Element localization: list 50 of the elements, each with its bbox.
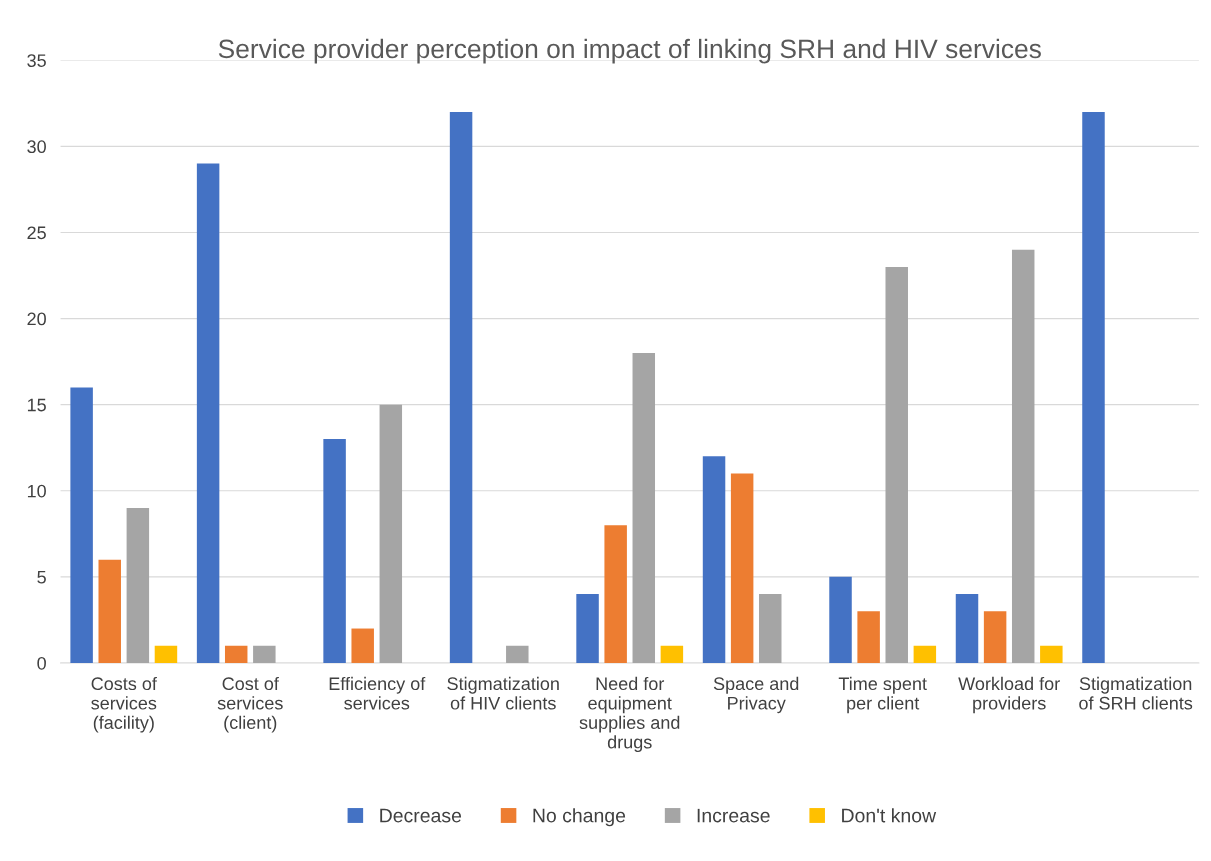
x-tick-label: Stigmatization of SRH clients — [1079, 676, 1193, 710]
x-tick-label: Workload for providers — [958, 676, 1060, 714]
bar — [660, 645, 684, 663]
x-tick-label: Space and Privacy — [713, 676, 799, 714]
x-tick-label: Time spent per client — [838, 676, 927, 714]
bar — [576, 594, 599, 663]
bar — [885, 266, 908, 663]
bar — [323, 439, 346, 663]
x-tick-label: Need for equipment supplies and drugs — [579, 676, 680, 753]
bar — [829, 576, 852, 663]
bar — [1040, 645, 1063, 663]
x-tick-label: Cost of services (client) — [217, 676, 283, 733]
legend-label: Don't know — [842, 808, 937, 823]
bar — [857, 611, 880, 663]
bar — [955, 594, 979, 663]
bar — [253, 645, 276, 663]
y-tick-label: 15 — [27, 398, 46, 412]
bar — [126, 507, 150, 663]
y-tick-label: 35 — [27, 54, 46, 67]
bar — [1082, 111, 1105, 663]
bar — [913, 645, 937, 663]
bar — [154, 645, 178, 663]
bar — [449, 111, 473, 663]
legend-label: Increase — [697, 808, 770, 823]
y-tick-label: 20 — [27, 312, 46, 326]
bar — [702, 456, 726, 663]
bar — [730, 473, 754, 663]
legend-label: Decrease — [380, 808, 462, 823]
bar — [379, 404, 403, 663]
bar — [759, 594, 782, 663]
chart-title: Service provider perception on impact of linking SRH and HIV services — [218, 38, 1041, 64]
bar — [351, 628, 374, 663]
y-tick-label: 30 — [27, 140, 46, 154]
x-tick-label: Efficiency of services — [329, 676, 426, 710]
x-tick-label: Stigmatization of HIV clients — [447, 676, 559, 710]
bar — [70, 387, 93, 663]
bar — [632, 353, 656, 663]
bar — [1011, 249, 1035, 663]
y-tick-label: 25 — [27, 226, 46, 240]
bar — [506, 645, 529, 663]
y-tick-label: 5 — [37, 570, 46, 584]
bar — [224, 645, 248, 663]
bar — [196, 163, 220, 663]
x-tick-label: Costs of services (facility) — [91, 676, 157, 733]
legend-label: No change — [533, 808, 626, 827]
y-tick-label: 0 — [37, 656, 46, 670]
bar — [604, 525, 627, 663]
bar — [983, 611, 1007, 663]
bar — [98, 559, 121, 663]
y-tick-label: 10 — [27, 484, 46, 498]
